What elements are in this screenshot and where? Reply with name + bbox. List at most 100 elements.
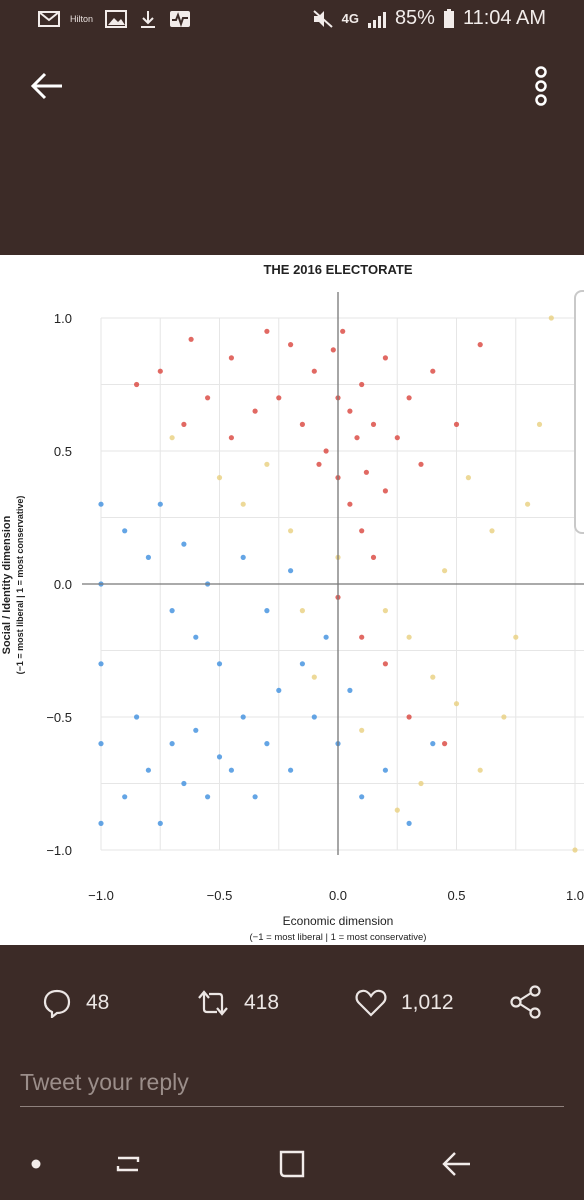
battery-icon bbox=[443, 8, 454, 28]
data-point bbox=[181, 780, 187, 787]
data-point bbox=[181, 421, 187, 427]
network-type: 4G bbox=[341, 11, 359, 26]
data-point bbox=[501, 714, 507, 720]
chart-points bbox=[98, 315, 578, 853]
y-tick-label: 0.0 bbox=[54, 577, 72, 592]
data-point bbox=[323, 448, 329, 454]
data-point bbox=[288, 767, 294, 773]
data-point bbox=[311, 674, 317, 680]
data-point bbox=[572, 847, 578, 853]
data-point bbox=[228, 767, 234, 773]
data-point bbox=[169, 435, 175, 441]
data-point bbox=[169, 608, 175, 614]
data-point bbox=[240, 714, 246, 720]
data-point bbox=[406, 395, 412, 401]
download-icon bbox=[141, 11, 156, 28]
x-axis-label: Economic dimension bbox=[283, 914, 394, 928]
gmail-icon bbox=[38, 11, 60, 27]
x-tick-label: −0.5 bbox=[207, 888, 233, 903]
data-point bbox=[288, 528, 294, 534]
data-point bbox=[347, 408, 353, 414]
data-point bbox=[157, 501, 163, 507]
data-point bbox=[122, 528, 128, 534]
data-point bbox=[311, 714, 317, 720]
data-point bbox=[513, 634, 519, 640]
mute-icon bbox=[312, 9, 333, 28]
data-point bbox=[98, 661, 104, 667]
data-point bbox=[363, 469, 369, 475]
share-icon[interactable] bbox=[508, 984, 544, 1020]
x-axis-sublabel: (−1 = most liberal | 1 = most conservati… bbox=[250, 932, 427, 943]
data-point bbox=[418, 461, 424, 467]
back-arrow-icon[interactable] bbox=[28, 66, 68, 106]
data-point bbox=[359, 634, 365, 640]
signal-icon bbox=[367, 11, 386, 28]
data-point bbox=[181, 541, 187, 547]
data-point bbox=[169, 741, 175, 747]
data-point bbox=[465, 475, 471, 481]
y-axis-sublabel: (−1 = most liberal | 1 = most conservati… bbox=[15, 496, 25, 675]
chart-axes bbox=[82, 292, 584, 855]
data-point bbox=[406, 714, 412, 720]
data-point bbox=[525, 501, 531, 507]
notification-icons: Hilton bbox=[38, 9, 191, 29]
recent-apps-icon[interactable] bbox=[108, 1144, 148, 1184]
y-axis-label: Social / Identity dimension bbox=[1, 515, 13, 654]
data-point bbox=[288, 568, 294, 574]
scroll-handle bbox=[574, 290, 584, 534]
chart-image[interactable]: THE 2016 ELECTORATE −1.0 −0.5 0.0 0.5 1.0 1.… bbox=[0, 255, 584, 945]
reply-input[interactable] bbox=[20, 1062, 564, 1102]
y-tick-label: 1.0 bbox=[54, 311, 72, 326]
more-options-icon[interactable] bbox=[528, 64, 554, 108]
data-point bbox=[145, 767, 151, 773]
data-point bbox=[216, 661, 223, 667]
data-point bbox=[316, 461, 322, 467]
data-point bbox=[193, 727, 199, 733]
navigation-bar bbox=[0, 1130, 584, 1200]
nav-back-icon[interactable] bbox=[436, 1144, 476, 1184]
data-point bbox=[157, 820, 163, 827]
data-point bbox=[240, 554, 246, 560]
data-point bbox=[145, 554, 151, 560]
home-icon[interactable] bbox=[272, 1144, 312, 1184]
data-point bbox=[134, 381, 140, 388]
data-point bbox=[370, 421, 377, 427]
data-point bbox=[299, 608, 305, 614]
scatter-chart: THE 2016 ELECTORATE −1.0 −0.5 0.0 0.5 1.0 1.… bbox=[1, 262, 584, 943]
y-tick-label: −0.5 bbox=[46, 710, 72, 725]
data-point bbox=[276, 395, 282, 401]
data-point bbox=[347, 687, 353, 693]
data-point bbox=[330, 347, 336, 353]
image-icon bbox=[105, 10, 128, 28]
notification-label: Hilton bbox=[70, 14, 94, 24]
data-point bbox=[477, 342, 483, 348]
data-point bbox=[98, 820, 104, 827]
data-point bbox=[122, 794, 128, 800]
data-point bbox=[442, 568, 448, 574]
data-point bbox=[205, 794, 211, 800]
data-point bbox=[193, 634, 199, 640]
data-point bbox=[430, 741, 436, 747]
reply-button[interactable]: 48 bbox=[42, 988, 109, 1018]
data-point bbox=[264, 741, 270, 747]
y-tick-label: −1.0 bbox=[46, 843, 72, 858]
data-point bbox=[536, 421, 543, 427]
heart-icon bbox=[355, 989, 387, 1017]
data-point bbox=[240, 501, 246, 507]
data-point bbox=[406, 634, 412, 640]
data-point bbox=[340, 328, 346, 334]
data-point bbox=[264, 328, 270, 334]
like-button[interactable]: 1,012 bbox=[355, 988, 454, 1018]
data-point bbox=[370, 554, 377, 560]
data-point bbox=[299, 421, 305, 427]
x-tick-label: 0.0 bbox=[329, 888, 347, 903]
y-tick-label: 0.5 bbox=[54, 444, 72, 459]
data-point bbox=[188, 336, 194, 342]
nav-dot-icon[interactable] bbox=[16, 1144, 56, 1184]
retweet-button[interactable]: 418 bbox=[196, 988, 279, 1018]
battery-percent: 85% bbox=[394, 7, 435, 29]
status-bar: Hilton 4G bbox=[0, 0, 584, 40]
data-point bbox=[394, 807, 400, 813]
y-tick-labels: 1.0 0.5 0.0 −0.5 −1.0 bbox=[46, 311, 72, 858]
